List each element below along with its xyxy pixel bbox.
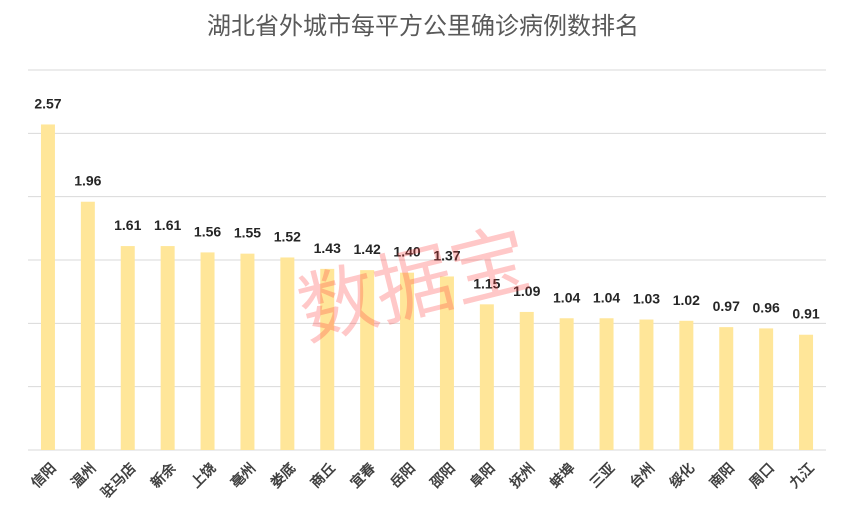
x-tick-label-5: 亳州 (227, 460, 259, 492)
x-tick-label-18: 周口 (747, 460, 778, 491)
x-tick-label-7: 商丘 (307, 460, 339, 492)
data-label-2: 1.61 (114, 217, 141, 233)
bars (40, 124, 814, 450)
bar-15 (639, 319, 654, 450)
x-tick-label-2: 驻马店 (98, 460, 140, 502)
bar-7 (320, 268, 335, 450)
data-label-4: 1.56 (194, 223, 221, 239)
data-label-14: 1.04 (593, 289, 620, 305)
data-label-12: 1.09 (513, 283, 540, 299)
x-tick-label-12: 抚州 (507, 460, 539, 492)
data-label-1: 1.96 (74, 173, 101, 189)
data-label-13: 1.04 (553, 289, 580, 305)
x-tick-label-4: 上饶 (187, 460, 219, 492)
data-label-7: 1.43 (314, 240, 341, 256)
data-label-0: 2.57 (34, 95, 61, 111)
bar-10 (439, 276, 454, 450)
bar-11 (479, 304, 494, 450)
x-tick-label-17: 南阳 (706, 460, 738, 492)
data-labels: 2.57 1.96 1.61 1.61 1.56 1.55 1.52 1.43 1.42 1.40… (34, 95, 820, 321)
chart-title: 湖北省外城市每平方公里确诊病例数排名 (207, 12, 639, 40)
data-label-6: 1.52 (274, 228, 301, 244)
bar-13 (559, 318, 574, 450)
bar-6 (280, 257, 295, 450)
data-label-15: 1.03 (633, 291, 660, 307)
data-label-18: 0.96 (753, 299, 780, 315)
x-tick-label-8: 宜春 (347, 459, 380, 492)
x-tick-label-15: 台州 (626, 460, 658, 492)
data-label-17: 0.97 (713, 298, 740, 314)
bar-2 (120, 246, 135, 450)
bar-18 (759, 328, 774, 450)
bar-14 (599, 318, 614, 450)
data-label-8: 1.42 (354, 241, 381, 257)
x-tick-label-6: 娄底 (267, 460, 299, 492)
bar-0 (40, 124, 55, 450)
x-tick-label-3: 新余 (147, 459, 180, 492)
data-label-10: 1.37 (433, 247, 460, 263)
bar-8 (360, 270, 375, 450)
x-tick-label-19: 九江 (785, 460, 818, 493)
data-label-16: 1.02 (673, 292, 700, 308)
x-tick-label-14: 三亚 (587, 460, 618, 491)
bar-16 (679, 320, 694, 450)
data-label-19: 0.91 (792, 306, 819, 322)
x-tick-label-1: 温州 (68, 460, 99, 491)
bar-17 (719, 327, 734, 450)
data-label-11: 1.15 (473, 275, 500, 291)
data-label-9: 1.40 (393, 244, 420, 260)
x-tick-label-16: 绥化 (666, 460, 698, 492)
x-tick-label-11: 阜阳 (467, 460, 499, 492)
bar-19 (799, 334, 814, 450)
bar-12 (519, 311, 534, 450)
x-tick-label-9: 岳阳 (387, 460, 419, 492)
x-axis-labels: 信阳 温州驻马店 新余 上饶 亳州 娄底 商丘 宜春 岳阳 邵阳 阜阳 抚州 蚌埠 三亚 台州 绥化 南阳 周口九… (28, 459, 818, 501)
bar-3 (160, 246, 175, 450)
bar-4 (200, 252, 215, 450)
data-label-5: 1.55 (234, 225, 261, 241)
x-tick-label-13: 蚌埠 (546, 460, 578, 492)
bar-1 (80, 201, 95, 450)
x-tick-label-0: 信阳 (28, 460, 60, 492)
data-label-3: 1.61 (154, 217, 181, 233)
bar-9 (400, 272, 415, 450)
bar-5 (240, 253, 255, 450)
x-tick-label-10: 邵阳 (427, 460, 459, 492)
